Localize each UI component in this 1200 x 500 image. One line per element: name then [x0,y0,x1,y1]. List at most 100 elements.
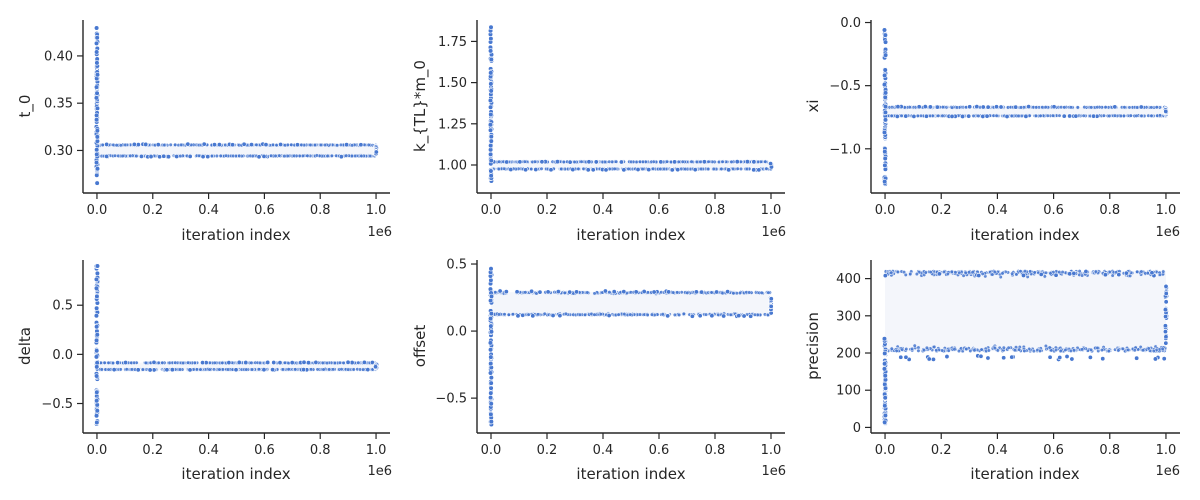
sample-point [628,312,633,317]
sample-point [321,367,326,372]
sample-point [160,360,165,365]
x-offset-label: 1e6 [761,225,786,240]
sample-point [249,142,255,148]
sample-point [640,167,645,172]
sample-point [934,348,939,353]
sample-point [320,360,325,365]
sample-point [898,354,904,360]
subplot-t0: 0.0 0.2 0.4 0.6 0.8 1.0 0.30 0.35 0.40 iteratio… [16,20,392,244]
sample-point [148,154,154,160]
sample-point [1023,113,1029,119]
sample-point [198,367,203,372]
sample-point [257,360,263,365]
x-offset-label: 1e6 [1155,464,1180,479]
sample-point [1123,270,1129,276]
sample-point [994,104,1000,110]
sample-point [327,367,332,372]
sample-point [539,159,545,165]
sample-point [1001,355,1007,361]
sample-point [1019,113,1024,118]
sample-point [677,312,682,318]
sample-point [1054,347,1059,353]
sample-point [285,142,290,147]
sample-point [577,312,583,317]
sample-point [956,348,962,354]
sample-point [559,166,564,171]
sample-point [278,142,284,148]
sample-point [1095,345,1100,351]
sample-point [1154,105,1159,110]
sample-point [978,353,984,359]
burn-in-point [488,277,494,283]
subplot-ktl-m0: 0.0 0.2 0.4 0.6 0.8 1.0 1.00 1.25 1.50 1.75 iter… [411,20,786,244]
sample-point [598,312,603,317]
sample-point [764,166,769,171]
sample-point [1045,113,1050,118]
sample-point [1118,113,1123,118]
sample-point [945,271,950,277]
sample-point [646,167,652,173]
burn-in-point [93,40,100,47]
sample-point [928,270,933,275]
x-tick-label: 0.2 [142,203,163,218]
sample-point [731,291,736,296]
sample-point [1149,113,1154,118]
sample-point [1068,105,1073,110]
sample-point [751,159,757,165]
burn-in-point [94,408,100,414]
sample-point [907,105,912,110]
x-tick-label: 0.6 [649,203,670,218]
sample-point [681,311,686,316]
sample-point [269,153,274,158]
y-ticks: 1.00 1.25 1.50 1.75 [438,35,477,173]
x-ticks: 0.0 0.2 0.4 0.6 0.8 1.0 [481,193,781,218]
sample-point [493,290,498,295]
sample-point [586,159,592,165]
sample-point [555,159,561,165]
sample-point [607,290,612,295]
x-tick-label: 0.0 [481,203,502,218]
sample-point [730,166,736,171]
burn-in-point [94,364,100,370]
sample-point [351,367,356,372]
sample-point [1101,113,1106,118]
burn-in-point [93,276,100,282]
sample-point [1146,346,1151,351]
sample-point [344,142,350,148]
x-ticks: 0.0 0.2 0.4 0.6 0.8 1.0 [875,433,1176,458]
y-tick-label: 0.30 [44,144,73,159]
sample-point [366,142,371,148]
sample-point [585,290,590,295]
sample-point [693,289,699,295]
sample-point [964,346,969,352]
y-tick-label: 0.5 [52,299,73,314]
sample-point [325,154,330,159]
sample-point [523,167,529,173]
sample-point [132,360,137,365]
sample-point [1001,345,1006,350]
burn-in-point [93,337,100,343]
sample-point [1057,113,1062,118]
end-point [1163,283,1169,289]
x-ticks: 0.0 0.2 0.4 0.6 0.8 1.0 [875,193,1176,218]
sample-point [590,167,596,173]
sample-point [1141,348,1146,353]
sample-point [550,312,556,318]
sample-point [147,367,153,373]
sample-point [994,113,999,118]
burn-in-point [882,373,888,379]
burn-in-point [94,147,100,153]
x-tick-label: 0.2 [537,203,558,218]
trace-band [491,292,771,315]
sample-point [651,166,656,171]
burn-in-point [488,24,494,30]
sample-point [1087,354,1093,360]
sample-point [1149,270,1155,276]
sample-point [912,343,917,348]
sample-point [271,360,277,366]
sample-point [168,142,173,147]
sample-point [1126,347,1131,352]
sample-point [211,142,217,148]
sample-point [214,153,219,159]
sample-point [697,313,703,319]
